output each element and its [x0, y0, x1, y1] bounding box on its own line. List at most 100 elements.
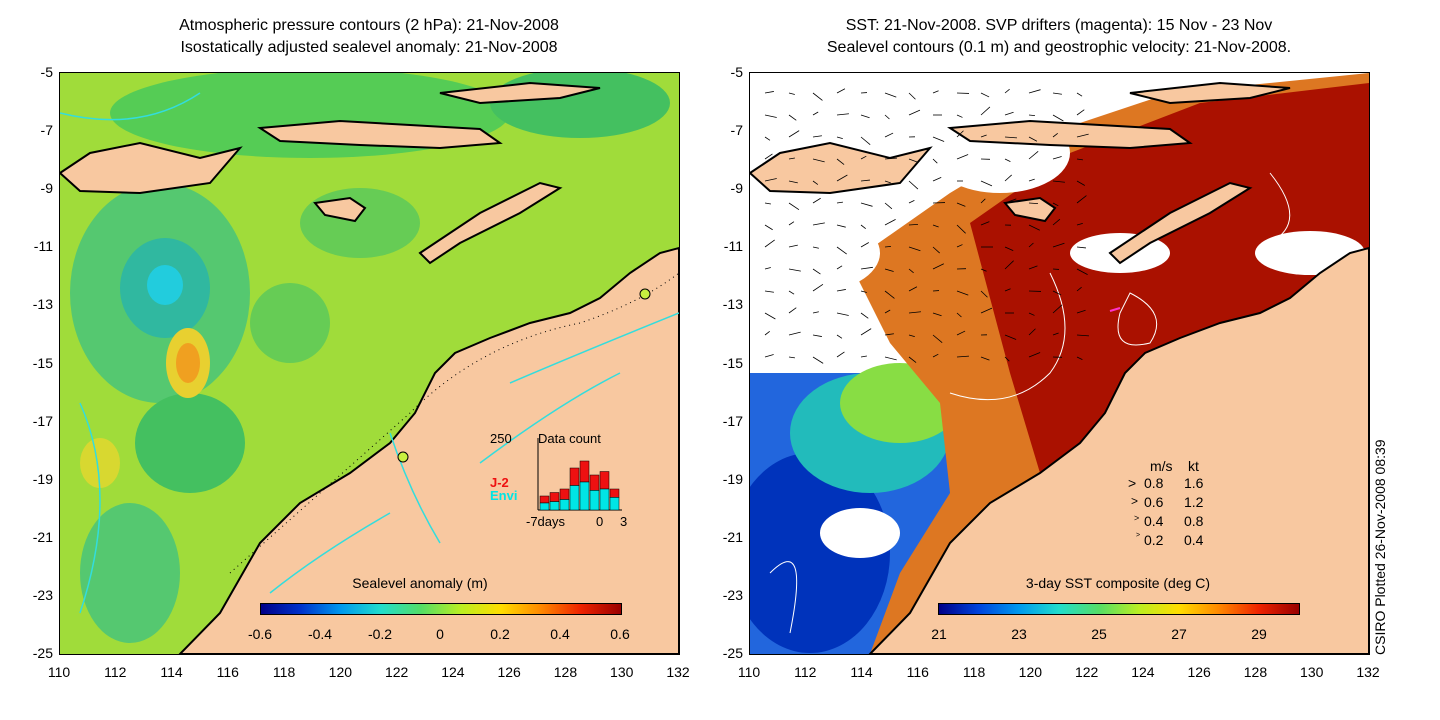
- right-x-tick: 118: [962, 664, 986, 680]
- legend-kt-2: 1.2: [1184, 494, 1204, 510]
- velocity-arrow: [980, 106, 991, 116]
- velocity-arrow: [884, 202, 893, 210]
- right-x-tick: 124: [1131, 664, 1155, 680]
- right-cb-tick: 29: [1251, 626, 1267, 642]
- legend-header-kt: kt: [1188, 458, 1199, 474]
- velocity-arrow: [860, 290, 867, 293]
- velocity-arrow: [956, 130, 964, 138]
- left-x-tick: 124: [441, 664, 465, 680]
- velocity-arrow: [1076, 246, 1086, 249]
- velocity-arrow: [956, 312, 962, 318]
- left-map[interactable]: 250 Data count J-2 Envi -7days 0 3 Seale…: [59, 72, 680, 655]
- inset-bar-series-a: [609, 488, 620, 498]
- legend-kt-1: 1.6: [1184, 475, 1204, 491]
- velocity-arrow: [980, 290, 988, 298]
- velocity-arrow: [884, 356, 897, 361]
- velocity-arrow: [764, 354, 774, 358]
- velocity-arrow: [788, 356, 795, 359]
- velocity-arrow: [1004, 88, 1010, 94]
- velocity-arrow: [1052, 202, 1059, 207]
- legend-kt-4: 0.4: [1184, 532, 1204, 548]
- inset-bar-series-b: [559, 499, 570, 511]
- velocity-arrow: [860, 266, 873, 270]
- right-colorbar-title: 3-day SST composite (deg C): [1025, 575, 1211, 591]
- velocity-arrow: [1028, 242, 1034, 248]
- legend-arrow-4: >: [1136, 532, 1141, 539]
- velocity-arrow: [788, 244, 798, 248]
- velocity-arrow: [860, 155, 867, 160]
- right-y-tick: -13: [722, 296, 743, 313]
- velocity-arrow: [956, 154, 969, 160]
- velocity-arrow: [908, 356, 917, 363]
- velocity-arrow: [860, 355, 867, 358]
- velocity-arrow: [1028, 265, 1038, 270]
- left-cb-tick: 0.2: [490, 626, 510, 642]
- velocity-arrow: [788, 290, 795, 295]
- velocity-arrow: [1076, 356, 1083, 360]
- velocity-arrow: [884, 114, 890, 120]
- right-y-tick: -23: [722, 586, 743, 603]
- velocity-arrow: [836, 312, 849, 316]
- velocity-arrow: [836, 201, 843, 204]
- right-x-tick: 128: [1243, 664, 1268, 680]
- plotted-timestamp: CSIRO Plotted 26-Nov-2008 08:39: [1372, 439, 1388, 655]
- inset-x-tick-0: -7days: [526, 514, 566, 529]
- velocity-arrow: [1004, 334, 1017, 340]
- inset-bar-series-a: [539, 495, 550, 504]
- right-title-line2: Sealevel contours (0.1 m) and geostrophi…: [826, 39, 1292, 56]
- inset-bar-series-b: [579, 481, 590, 511]
- velocity-arrow: [836, 136, 843, 140]
- velocity-arrow: [812, 246, 819, 249]
- velocity-arrow: [1052, 180, 1065, 183]
- velocity-arrow: [956, 290, 969, 296]
- right-y-tick: -21: [722, 528, 743, 545]
- velocity-arrow: [908, 246, 921, 252]
- velocity-arrow: [908, 311, 921, 314]
- velocity-arrow: [860, 242, 869, 248]
- velocity-arrow: [764, 136, 771, 141]
- sealevel-colorbar: [260, 603, 622, 615]
- velocity-arrow: [812, 268, 821, 275]
- right-y-tick: -5: [730, 64, 743, 80]
- velocity-arrow: [812, 311, 819, 314]
- right-y-tick: -15: [722, 354, 743, 371]
- velocity-arrow: [980, 198, 986, 204]
- velocity-arrow: [836, 351, 845, 358]
- velocity-arrow: [764, 312, 776, 320]
- velocity-arrow: [836, 113, 849, 116]
- velocity-arrow: [764, 330, 770, 336]
- legend-arrow-1: >: [1128, 475, 1137, 491]
- velocity-arrow: [1004, 288, 1011, 292]
- velocity-arrow: [932, 246, 940, 254]
- right-x-tick: 130: [1300, 664, 1324, 680]
- velocity-arrow: [884, 180, 891, 184]
- right-title-line1: SST: 21-Nov-2008. SVP drifters (magenta)…: [845, 17, 1273, 34]
- left-y-tick: -11: [33, 238, 53, 255]
- legend-ms-2: 0.6: [1144, 494, 1164, 510]
- velocity-arrow: [836, 265, 843, 270]
- right-y-tick: -17: [722, 412, 743, 429]
- right-map[interactable]: m/s kt > 0.8 1.6 > 0.6 1.2 > 0.4 0.8 > 0…: [749, 72, 1370, 655]
- velocity-arrow: [908, 92, 916, 100]
- velocity-arrow: [1052, 92, 1062, 95]
- velocity-arrow: [788, 268, 801, 272]
- right-y-tick: -25: [722, 645, 743, 661]
- velocity-arrow: [980, 356, 990, 361]
- right-y-tick: -7: [730, 122, 743, 139]
- right-x-tick: 120: [1018, 664, 1043, 680]
- velocity-arrow: [908, 180, 919, 190]
- left-y-tick: -17: [32, 412, 53, 429]
- velocity-arrow: [836, 174, 848, 182]
- velocity-arrow: [1052, 304, 1063, 314]
- velocity-arrow: [980, 268, 987, 272]
- left-x-tick: 132: [666, 664, 690, 680]
- velocity-legend: m/s kt > 0.8 1.6 > 0.6 1.2 > 0.4 0.8 > 0…: [1128, 458, 1238, 548]
- left-y-tick: -13: [32, 296, 53, 313]
- left-y-tick: -7: [40, 122, 53, 139]
- velocity-arrow: [764, 202, 771, 205]
- inset-x-tick-2: 3: [620, 514, 628, 529]
- inset-bar-series-b: [599, 488, 610, 511]
- right-x-tick: 122: [1074, 664, 1099, 680]
- velocity-arrow: [1004, 136, 1017, 139]
- legend-header-ms: m/s: [1150, 458, 1173, 474]
